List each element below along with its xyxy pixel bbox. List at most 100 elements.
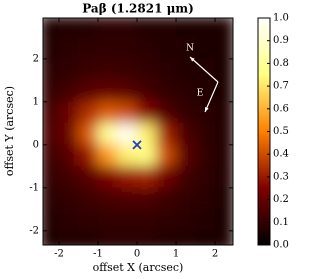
- colorbar-tick-label: 0.6: [273, 103, 289, 114]
- heatmap-cell: [78, 230, 99, 245]
- heatmap-cell: [136, 101, 158, 124]
- heatmap-cell: [117, 36, 138, 60]
- heatmap-cell: [214, 208, 233, 232]
- heatmap-cell: [117, 122, 138, 146]
- plot-frame: [42, 17, 234, 246]
- heatmap-cell: [214, 165, 233, 189]
- heatmap-cell: [43, 144, 60, 167]
- heatmap-cell: [117, 208, 138, 232]
- heatmap-cell: [58, 79, 80, 103]
- heatmap-cell: [43, 18, 60, 38]
- heatmap-cell: [43, 101, 60, 124]
- colorbar-tick-label: 0.4: [273, 149, 289, 160]
- heatmap-cell: [58, 122, 80, 146]
- heatmap-cell: [214, 18, 233, 38]
- heatmap: [43, 18, 233, 245]
- heatmap-cell: [78, 208, 99, 232]
- heatmap-cell: [97, 79, 119, 103]
- marker-stroke: [132, 140, 142, 150]
- heatmap-cell: [156, 58, 177, 81]
- heatmap-cell: [78, 58, 99, 81]
- colorbar-tick-label: 0.5: [273, 126, 289, 137]
- y-tick-label: -1: [29, 182, 39, 193]
- heatmap-cell: [175, 187, 197, 210]
- heatmap-cell: [175, 79, 197, 103]
- heatmap-cell: [58, 230, 80, 245]
- x-tick-label: -1: [93, 249, 103, 260]
- heatmap-cell: [97, 18, 119, 38]
- heatmap-cell: [156, 101, 177, 124]
- marker: [132, 140, 142, 150]
- heatmap-cells: [43, 18, 233, 245]
- heatmap-cell: [97, 230, 119, 245]
- heatmap-cell: [214, 187, 233, 210]
- heatmap-cell: [78, 144, 99, 167]
- heatmap-cell: [195, 101, 216, 124]
- heatmap-cell: [97, 208, 119, 232]
- heatmap-cell: [175, 18, 197, 38]
- heatmap-cell: [156, 122, 177, 146]
- heatmap-cell: [156, 165, 177, 189]
- heatmap-cell: [58, 208, 80, 232]
- heatmap-cell: [175, 230, 197, 245]
- overlay: -2 -1 0 1 2 -2 -1 0 1 2 N E: [29, 17, 234, 260]
- heatmap-cell: [58, 101, 80, 124]
- colorbar-tick-label: 1.0: [273, 13, 289, 24]
- heatmap-cell: [78, 79, 99, 103]
- compass-label: N: [186, 44, 194, 54]
- heatmap-cell: [97, 187, 119, 210]
- x-tick-label: 2: [212, 249, 218, 260]
- heatmap-cell: [214, 101, 233, 124]
- heatmap-cell: [43, 187, 60, 210]
- heatmap-cell: [58, 144, 80, 167]
- heatmap-cell: [136, 36, 158, 60]
- y-tick-label: 2: [33, 53, 39, 64]
- heatmap-cell: [156, 230, 177, 245]
- y-axis-label: offset Y (arcsec): [3, 86, 16, 176]
- heatmap-cell: [97, 165, 119, 189]
- chart-title: Paβ (1.2821 μm): [82, 2, 194, 16]
- heatmap-cell: [136, 230, 158, 245]
- heatmap-cell: [78, 101, 99, 124]
- compass-arrowhead: [190, 57, 195, 62]
- heatmap-cell: [117, 187, 138, 210]
- heatmap-cell: [195, 18, 216, 38]
- heatmap-cell: [214, 122, 233, 146]
- heatmap-cell: [195, 208, 216, 232]
- heatmap-cell: [195, 122, 216, 146]
- heatmap-cell: [117, 18, 138, 38]
- heatmap-cell: [175, 122, 197, 146]
- heatmap-cell: [43, 230, 60, 245]
- heatmap-cell: [136, 208, 158, 232]
- heatmap-cell: [58, 187, 80, 210]
- heatmap-cell: [195, 230, 216, 245]
- heatmap-cell: [156, 187, 177, 210]
- chart: Paβ (1.2821 μm) offset X (arcsec) offset…: [3, 2, 289, 275]
- heatmap-cell: [175, 36, 197, 60]
- colorbar-tick-label: 0.0: [273, 240, 289, 251]
- heatmap-cell: [156, 144, 177, 167]
- heatmap-cell: [97, 58, 119, 81]
- heatmap-cell: [175, 208, 197, 232]
- heatmap-cell: [195, 79, 216, 103]
- x-tick-label: 0: [134, 249, 140, 260]
- heatmap-cell: [136, 79, 158, 103]
- heatmap-cell: [43, 208, 60, 232]
- heatmap-cell: [136, 144, 158, 167]
- colorbar-tick-label: 0.9: [273, 35, 289, 46]
- y-tick-label: 1: [33, 96, 39, 107]
- heatmap-cell: [136, 187, 158, 210]
- heatmap-cell: [78, 122, 99, 146]
- heatmap-cell: [117, 144, 138, 167]
- heatmap-cell: [43, 165, 60, 189]
- heatmap-cell: [117, 58, 138, 81]
- heatmap-cell: [214, 79, 233, 103]
- heatmap-cell: [58, 58, 80, 81]
- colorbar-tick-label: 0.7: [273, 81, 289, 92]
- heatmap-cell: [175, 165, 197, 189]
- heatmap-cell: [43, 58, 60, 81]
- heatmap-cell: [175, 58, 197, 81]
- x-tick-label: -2: [54, 249, 64, 260]
- heatmap-cell: [78, 36, 99, 60]
- y-tick-label: -2: [29, 225, 39, 236]
